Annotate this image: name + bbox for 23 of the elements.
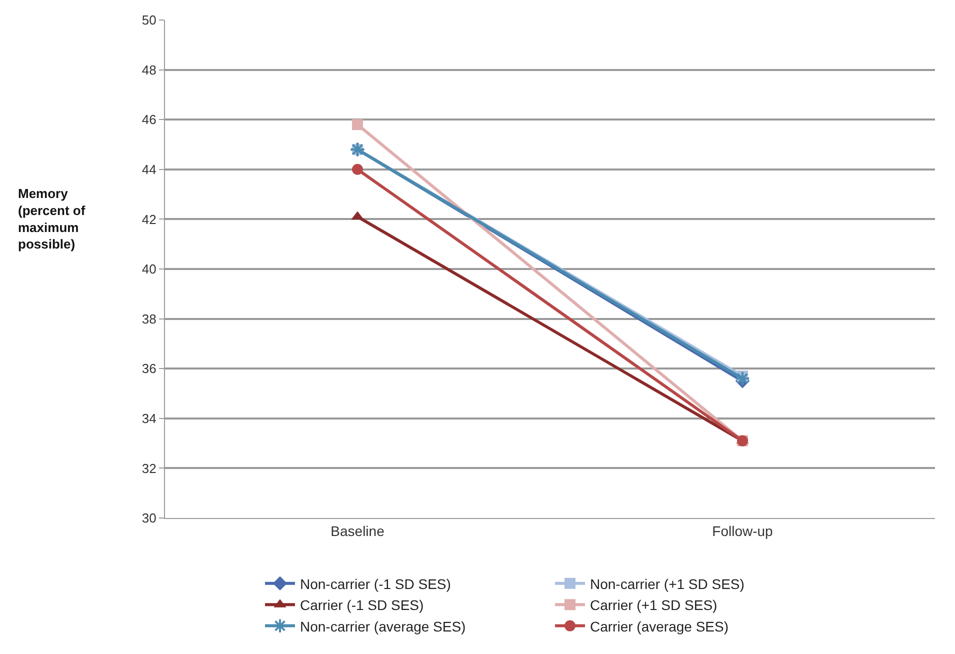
y-tick-label: 40 [142,262,156,277]
y-tick-label: 30 [142,510,156,526]
legend-label: Non-carrier (-1 SD SES) [300,576,451,592]
y-tick-label: 50 [142,12,156,28]
y-tick-label: 34 [142,410,156,426]
x-tick-label: Follow-up [712,522,774,539]
y-tick-label: 44 [142,162,156,177]
y-tick-label: 36 [142,361,156,376]
legend-label: Carrier (-1 SD SES) [300,597,424,614]
y-tick-label: 38 [142,311,156,326]
point [734,370,750,386]
y-axis-title: Memory (percent of maximum possible) [18,186,86,252]
legend-label: Non-carrier (average SES) [300,618,466,634]
legend-label: Carrier (+1 SD SES) [590,597,718,614]
y-tick-label: 42 [142,212,156,227]
point [352,119,363,130]
legend-label: Non-carrier (+1 SD SES) [590,576,744,592]
y-tick-label: 46 [142,112,156,128]
y-tick-label: 32 [142,460,156,476]
legend-label: Carrier (average SES) [590,618,728,634]
point [352,164,363,175]
x-tick-label: Baseline [330,522,385,539]
y-tick-label: 48 [142,62,156,78]
